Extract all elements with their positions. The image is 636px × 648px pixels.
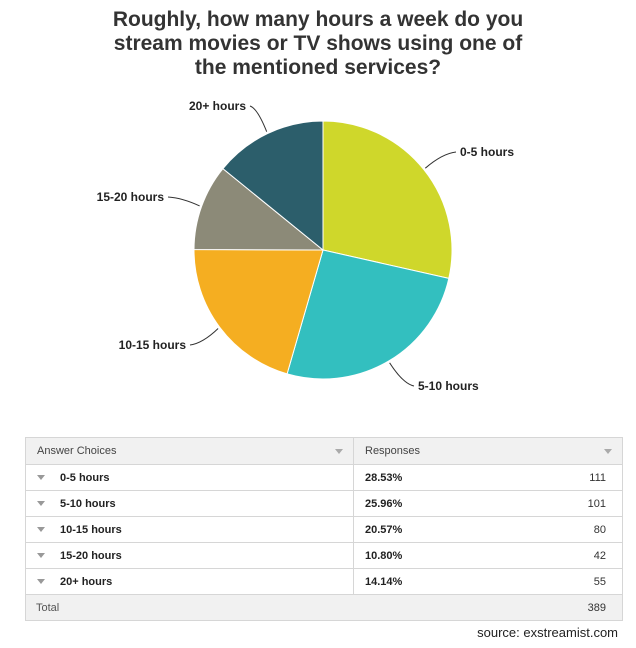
sort-caret-icon[interactable] [604,449,612,454]
source-credit: source: exstreamist.com [477,625,618,640]
choice-cell: 5-10 hours [26,491,354,516]
expand-caret-icon[interactable] [37,553,45,558]
slice-label: 10-15 hours [119,338,187,352]
table-total-row: Total 389 [26,594,622,620]
response-count: 80 [593,523,606,536]
responses-header[interactable]: Responses [354,438,622,464]
choice-label: 5-10 hours [60,497,116,510]
leader-line [189,328,219,346]
table-row: 15-20 hours 10.80% 42 [26,542,622,568]
choice-cell: 10-15 hours [26,517,354,542]
total-cell: 389 [354,595,622,620]
chart-title-line-2: stream movies or TV shows using one of [113,32,523,55]
response-count: 42 [593,549,606,562]
chart-title-line-1: Roughly, how many hours a week do you [112,8,524,31]
slice-label: 5-10 hours [418,379,479,393]
slice-label: 20+ hours [189,99,246,113]
response-percent: 28.53% [365,471,403,484]
leader-line [424,151,457,169]
slice-label: 0-5 hours [460,145,514,159]
pie-slice-20-hours [222,120,324,252]
table-header: Answer Choices Responses [26,438,622,464]
responses-label: Responses [365,445,421,457]
response-cell: 28.53% 111 [354,465,622,490]
response-percent: 25.96% [365,497,403,510]
choice-label: 15-20 hours [60,549,122,562]
choice-cell: 0-5 hours [26,465,354,490]
expand-caret-icon[interactable] [37,579,45,584]
expand-caret-icon[interactable] [37,475,45,480]
choice-cell: 20+ hours [26,569,354,594]
pie-chart: 0-5 hours 5-10 hours 10-15 hours 15-20 hour… [97,99,515,393]
response-percent: 20.57% [365,523,403,536]
response-count: 55 [593,575,606,588]
total-count: 389 [587,601,606,614]
table-row: 5-10 hours 25.96% 101 [26,490,622,516]
leader-line [389,362,415,387]
response-cell: 20.57% 80 [354,517,622,542]
chart-title-line-3: the mentioned services? [194,56,442,79]
expand-caret-icon[interactable] [37,501,45,506]
choice-label: 0-5 hours [60,471,110,484]
choice-label: 10-15 hours [60,523,122,536]
leader-line [167,196,200,207]
expand-caret-icon[interactable] [37,527,45,532]
answer-choices-header[interactable]: Answer Choices [26,438,354,464]
slice-label: 15-20 hours [97,190,165,204]
response-cell: 14.14% 55 [354,569,622,594]
response-count: 101 [587,497,606,510]
pie-slice-15-20-hours [193,167,325,251]
total-label: Total [36,601,60,614]
table-row: 0-5 hours 28.53% 111 [26,464,622,490]
response-percent: 14.14% [365,575,403,588]
table-row: 10-15 hours 20.57% 80 [26,516,622,542]
sort-caret-icon[interactable] [335,449,343,454]
choice-label: 20+ hours [60,575,113,588]
pie-slice-5-10-hours [286,249,450,380]
answer-choices-label: Answer Choices [37,445,117,457]
table-row: 20+ hours 14.14% 55 [26,568,622,594]
response-cell: 10.80% 42 [354,543,622,568]
pie-slice-0-5-hours [322,120,453,279]
choice-cell: 15-20 hours [26,543,354,568]
pie-slice-10-15-hours [193,249,324,375]
response-cell: 25.96% 101 [354,491,622,516]
responses-table: Answer Choices Responses 0-5 hours 28.53… [25,437,623,621]
response-percent: 10.80% [365,549,403,562]
response-count: 111 [589,471,606,484]
chart-title: Roughly, how many hours a week do you st… [0,8,636,80]
leader-line [249,105,268,132]
